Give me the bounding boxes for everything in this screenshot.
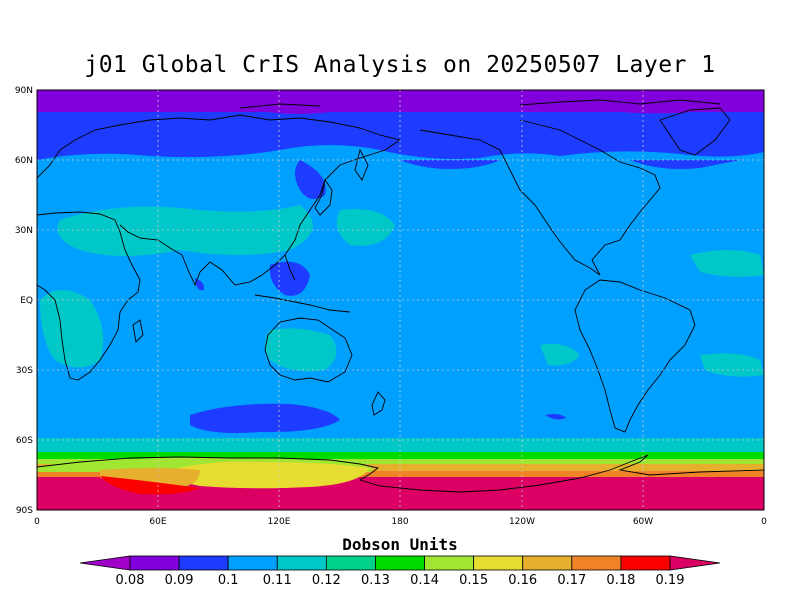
blue-patch-s-atl [545, 414, 566, 420]
colorbar-tick-label: 0.11 [263, 573, 292, 588]
y-axis: 90N 60N 30N EQ 30S 60S 90S [15, 86, 33, 516]
n-pacific-blue [400, 160, 500, 169]
colorbar-max-arrow [669, 555, 721, 571]
colorbar-swatch [227, 555, 278, 571]
cyan-patch-africa [40, 290, 104, 368]
band-south-70 [37, 464, 764, 472]
colorbar-swatch [178, 555, 229, 571]
arctic-islands-coastline [239, 99, 721, 109]
y-tick-label: 90S [16, 506, 33, 516]
colorbar-swatch [620, 555, 671, 571]
greenland-coastline [659, 107, 731, 156]
cyan-patch-s-ind [700, 353, 764, 377]
contour-field [37, 90, 764, 510]
cyan-patch-australia [265, 328, 337, 372]
y-tick-label: EQ [20, 296, 33, 306]
y-tick-label: 30N [15, 226, 33, 236]
coastlines [37, 99, 764, 493]
y-tick-label: 30S [16, 366, 33, 376]
colorbar-swatch [424, 555, 475, 571]
new-zealand-coastline [371, 391, 386, 416]
north-blue-wavy [37, 145, 764, 170]
blue-patch-s-ocean [190, 403, 340, 434]
indonesia-coastline [254, 254, 351, 313]
n-atlantic-blue [630, 160, 740, 169]
colorbar-tick-label: 0.13 [361, 573, 390, 588]
colorbar-swatch [375, 555, 425, 571]
plot-frame [36, 89, 765, 511]
madagascar-coastline [132, 319, 144, 343]
arctic-purple-patch [37, 90, 764, 114]
antarctic-orange-region [100, 468, 200, 488]
x-axis: 0 60E 120E 180 120W 60W 0 [34, 517, 767, 527]
antarctic-yellow-region [170, 461, 370, 489]
graticule [37, 90, 764, 510]
band-south-65 [37, 452, 764, 460]
colorbar-swatch [571, 555, 622, 571]
colorbar-swatch [473, 555, 524, 571]
colorbar-swatch [522, 555, 573, 571]
band-south-72 [37, 471, 764, 478]
x-tick-label: 0 [34, 517, 40, 527]
x-tick-label: 60W [633, 517, 653, 527]
colorbar-swatch [276, 555, 327, 571]
cyan-patch-s-pacific [540, 343, 580, 366]
x-tick-label: 0 [761, 517, 767, 527]
colorbar: 0.08 0.09 0.1 0.11 0.12 0.13 0.14 0.15 0.16 0.17 0… [79, 555, 721, 588]
eurasia-north-coastline [37, 114, 401, 179]
australia-coastline [264, 317, 353, 383]
blue-patch-se-asia [269, 261, 310, 296]
x-tick-label: 60E [149, 517, 166, 527]
colorbar-swatch [325, 555, 376, 571]
colorbar-tick-label: 0.17 [557, 573, 586, 588]
band-south-68 [37, 459, 764, 465]
colorbar-tick-label: 0.14 [410, 573, 439, 588]
south-america-coastline [574, 279, 696, 433]
y-tick-label: 60N [15, 156, 33, 166]
band-mid [37, 160, 764, 440]
colorbar-swatch [129, 555, 180, 571]
colorbar-tick-label: 0.15 [459, 573, 488, 588]
colorbar-tick-label: 0.19 [656, 573, 685, 588]
colorbar-tick-label: 0.16 [508, 573, 537, 588]
colorbar-tick-label: 0.1 [218, 573, 239, 588]
y-tick-label: 90N [15, 86, 33, 96]
blue-patch-india [195, 278, 205, 291]
x-tick-label: 120W [509, 517, 535, 527]
colorbar-tick-label: 0.09 [165, 573, 194, 588]
north-blue-lobe [295, 160, 326, 199]
colorbar-tick-label: 0.18 [606, 573, 635, 588]
colorbar-tick-label: 0.08 [116, 573, 145, 588]
band-south-60 [37, 438, 764, 452]
antarctica-coastline [37, 454, 764, 493]
africa-coastline [37, 211, 141, 381]
antarctic-red-lobe [100, 476, 200, 495]
colorbar-label: Dobson Units [342, 535, 458, 554]
y-tick-label: 60S [16, 436, 33, 446]
x-tick-label: 180 [391, 517, 408, 527]
x-tick-label: 120E [268, 517, 291, 527]
cyan-patch-s-atlantic [690, 250, 764, 277]
cyan-patch-asia [57, 205, 313, 256]
north-america-coastline [419, 119, 661, 276]
plot-title: j01 Global CrIS Analysis on 20250507 Lay… [84, 52, 716, 78]
colorbar-min-arrow [79, 555, 131, 571]
japan-coastline [314, 178, 333, 216]
cyan-patch-pacific [336, 209, 395, 246]
kamchatka-coastline [354, 148, 369, 181]
colorbar-tick-label: 0.12 [312, 573, 341, 588]
